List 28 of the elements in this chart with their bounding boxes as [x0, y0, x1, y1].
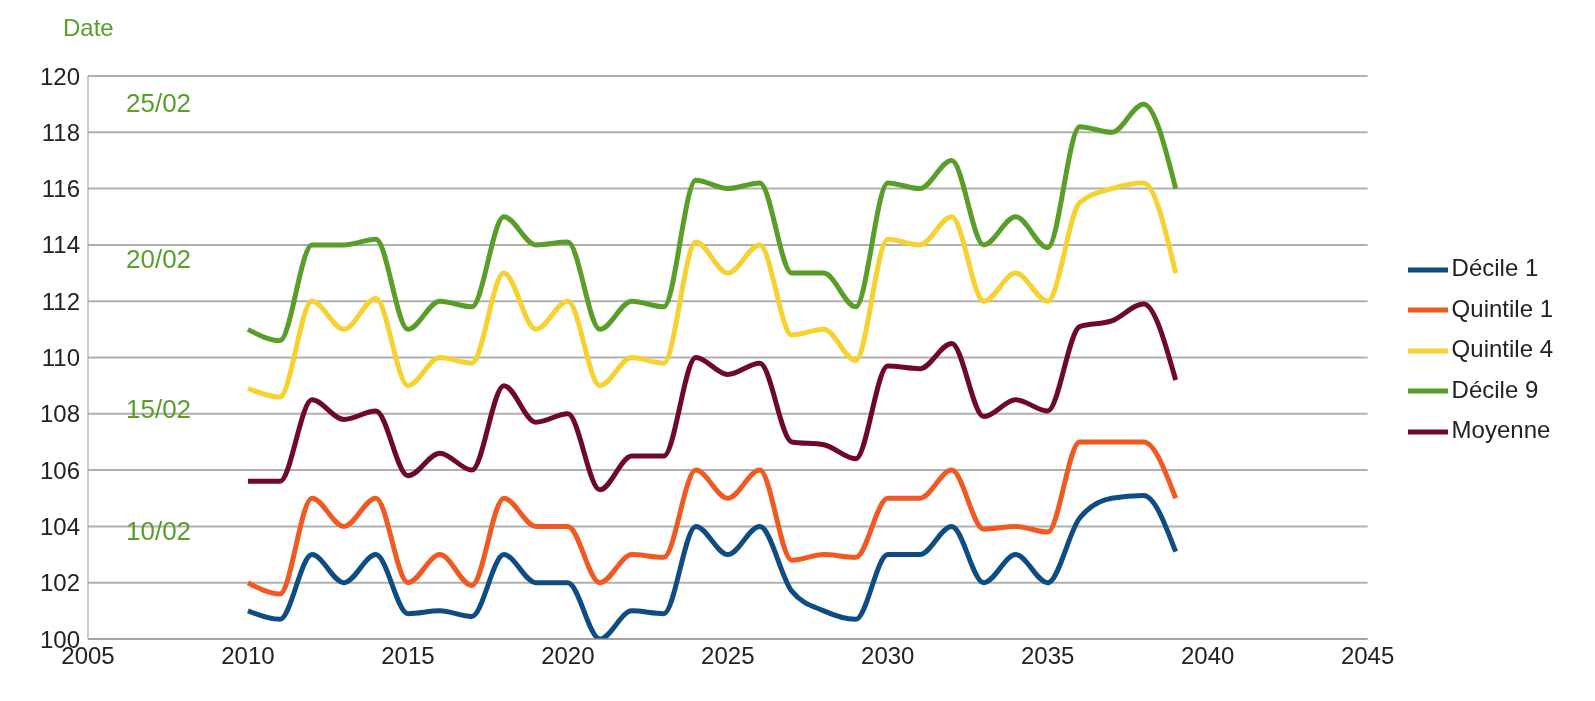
y-tick-label: 110 [41, 344, 80, 372]
y-tick-label: 118 [41, 118, 80, 146]
x-tick-label: 2015 [381, 642, 435, 670]
y-tick-label: 116 [41, 175, 80, 203]
y-tick-label: 102 [39, 569, 80, 597]
y-tick-label: 108 [39, 400, 80, 428]
annotation: 15/02 [126, 394, 192, 425]
legend-label: Quintile 4 [1451, 335, 1553, 363]
legend-label: Décile 9 [1451, 375, 1539, 403]
x-tick-label: 2045 [1340, 642, 1395, 670]
x-tick-label: 2030 [861, 642, 915, 670]
legend-label: Décile 1 [1451, 253, 1539, 281]
y-tick-label: 112 [41, 287, 80, 315]
annotation: 20/02 [126, 244, 192, 275]
y-tick-label: 120 [39, 62, 80, 90]
annotation: 25/02 [126, 88, 192, 119]
y-tick-label: 106 [39, 456, 80, 484]
legend-label: Quintile 1 [1451, 294, 1553, 322]
x-tick-label: 2025 [701, 642, 755, 670]
x-tick-label: 2020 [541, 642, 595, 670]
x-tick-label: 2010 [221, 642, 275, 670]
legend-label: Moyenne [1451, 416, 1551, 444]
x-tick-label: 2040 [1180, 642, 1235, 670]
y-tick-label: 114 [41, 231, 80, 259]
x-tick-label: 2035 [1021, 642, 1075, 670]
y-tick-label: 104 [39, 512, 80, 540]
text: Date [63, 14, 114, 42]
annotation: 10/02 [126, 516, 192, 547]
